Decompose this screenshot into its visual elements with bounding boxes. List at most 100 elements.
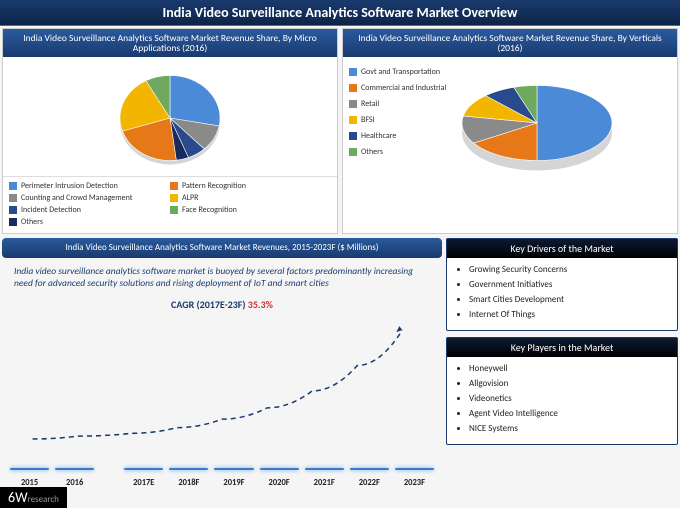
list-item: Internet Of Things (469, 309, 669, 320)
footer-brand: 6W (8, 489, 28, 506)
key-players-box: Key Players in the Market Honeywell Allgo… (446, 337, 678, 445)
legend-item: Incident Detection (9, 205, 170, 215)
legend-verticals: Govt and Transportation Commercial and In… (349, 63, 452, 163)
legend-item: Retail (349, 99, 446, 109)
cagr-text: CAGR (2017E-23F) (171, 298, 245, 311)
panel-revenue: India Video Surveillance Analytics Softw… (2, 238, 442, 488)
footer-sub: research (28, 494, 59, 505)
legend-item: ALPR (170, 193, 331, 203)
legend-swatch (349, 148, 357, 156)
side-panel: Key Drivers of the Market Growing Securi… (446, 238, 678, 488)
legend-label: Pattern Recognition (182, 181, 246, 191)
bar (350, 468, 389, 470)
legend-label: Retail (361, 99, 379, 109)
bar (214, 468, 253, 470)
legend-item: BFSI (349, 115, 446, 125)
legend-item: Face Recognition (170, 205, 331, 215)
legend-swatch (9, 182, 17, 190)
legend-label: Face Recognition (182, 205, 237, 215)
legend-swatch (349, 68, 357, 76)
x-label: 2023F (395, 478, 434, 488)
panel-title-verticals: India Video Surveillance Analytics Softw… (343, 29, 677, 57)
list-item: Growing Security Concerns (469, 264, 669, 275)
legend-swatch (9, 218, 17, 226)
bar-wrap (10, 468, 49, 470)
bar-wrap (350, 468, 389, 470)
legend-swatch (349, 100, 357, 108)
bar-wrap (169, 468, 208, 470)
panel-verticals: India Video Surveillance Analytics Softw… (342, 28, 678, 234)
bar-chart-revenue: 201520162017E2018F2019F2020F2021F2022F20… (10, 315, 434, 488)
cagr-value: 35.3% (248, 298, 273, 311)
key-drivers-box: Key Drivers of the Market Growing Securi… (446, 238, 678, 331)
legend-item: Pattern Recognition (170, 181, 331, 191)
list-item: Agent Video Intelligence (469, 408, 669, 419)
key-drivers-list: Growing Security Concerns Government Init… (447, 258, 677, 330)
panel-micro-applications: India Video Surveillance Analytics Softw… (2, 28, 338, 234)
panel-title-micro: India Video Surveillance Analytics Softw… (3, 29, 337, 57)
legend-label: BFSI (361, 115, 375, 125)
bar-wrap (124, 468, 163, 470)
list-item: Allgovision (469, 378, 669, 389)
row-revenue-and-keys: India Video Surveillance Analytics Softw… (0, 238, 680, 490)
list-item: Honeywell (469, 363, 669, 374)
footer-logo: 6Wresearch (0, 487, 67, 508)
pie-chart-micro (110, 63, 230, 173)
row-pie-charts: India Video Surveillance Analytics Softw… (0, 26, 680, 236)
list-item: Smart Cities Development (469, 294, 669, 305)
legend-item: Others (9, 217, 170, 227)
page-title: India Video Surveillance Analytics Softw… (0, 0, 680, 26)
legend-swatch (170, 182, 178, 190)
legend-item: Govt and Transportation (349, 67, 446, 77)
legend-item: Perimeter Intrusion Detection (9, 181, 170, 191)
legend-swatch (170, 206, 178, 214)
legend-item: Counting and Crowd Management (9, 193, 170, 203)
legend-swatch (349, 84, 357, 92)
revenue-title: India Video Surveillance Analytics Softw… (2, 238, 442, 258)
legend-label: Perimeter Intrusion Detection (21, 181, 118, 191)
x-label: 2022F (350, 478, 389, 488)
bar-wrap (395, 468, 434, 470)
x-label: 2019F (214, 478, 253, 488)
revenue-description: India video surveillance analytics softw… (2, 262, 442, 292)
legend-swatch (9, 194, 17, 202)
legend-label: Commercial and Industrial (361, 83, 446, 93)
list-item: Government Initiatives (469, 279, 669, 290)
legend-swatch (349, 116, 357, 124)
key-drivers-title: Key Drivers of the Market (447, 239, 677, 258)
legend-label: Counting and Crowd Management (21, 193, 132, 203)
bar (169, 468, 208, 470)
legend-label: Healthcare (361, 131, 396, 141)
list-item: NICE Systems (469, 423, 669, 434)
legend-item: Others (349, 147, 446, 157)
x-label: 2018F (169, 478, 208, 488)
legend-swatch (349, 132, 357, 140)
legend-label: Others (361, 147, 383, 157)
bar-wrap (55, 468, 94, 470)
bar-gap (100, 478, 118, 488)
bar (305, 468, 344, 470)
x-label: 2017E (124, 478, 163, 488)
bar-wrap (214, 468, 253, 470)
legend-label: Govt and Transportation (361, 67, 440, 77)
bars-container (10, 315, 434, 470)
x-label: 2021F (305, 478, 344, 488)
bar-wrap (260, 468, 299, 470)
legend-label: Others (21, 217, 43, 227)
list-item: Videonetics (469, 393, 669, 404)
legend-swatch (170, 194, 178, 202)
cagr-label: CAGR (2017E-23F) 35.3% (2, 298, 442, 311)
bar-wrap (305, 468, 344, 470)
bar (395, 468, 434, 470)
bar (124, 468, 163, 470)
legend-item: Commercial and Industrial (349, 83, 446, 93)
bar (10, 468, 49, 470)
x-axis-labels: 201520162017E2018F2019F2020F2021F2022F20… (10, 478, 434, 488)
pie-slice (170, 76, 220, 126)
legend-label: Incident Detection (21, 205, 81, 215)
pie-left-area (3, 57, 337, 176)
x-label: 2020F (260, 478, 299, 488)
key-players-list: Honeywell Allgovision Videonetics Agent Vid… (447, 357, 677, 444)
legend-item: Healthcare (349, 131, 446, 141)
key-players-title: Key Players in the Market (447, 338, 677, 357)
